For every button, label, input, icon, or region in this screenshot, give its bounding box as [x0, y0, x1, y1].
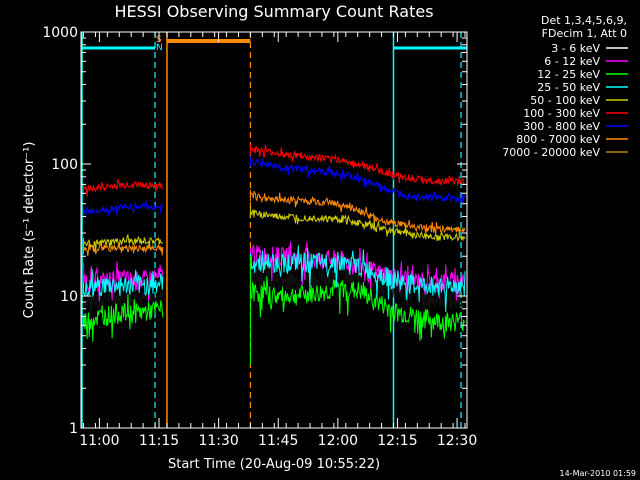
x-tick-label: 11:15: [139, 433, 179, 449]
y-tick-label: 100: [51, 157, 78, 173]
series-line-6-1: [249, 158, 466, 205]
series-layer: [83, 143, 466, 366]
x-tick-label: 11:30: [198, 433, 238, 449]
y-tick-label: 10: [60, 289, 78, 305]
x-tick-label: 12:30: [437, 433, 477, 449]
series-line-2-1: [249, 276, 466, 341]
legend-label: 7000 - 20000 keV: [502, 146, 600, 159]
footer-date: 14-Mar-2010 01:59: [560, 469, 637, 478]
axis-layer: 1 10 100 1000 11:00 11:15 11:30 11:45 12:00 12:15…: [42, 25, 477, 449]
x-tick-label: 11:00: [79, 433, 119, 449]
x-tick-label: 12:00: [318, 433, 358, 449]
legend-label: 25 - 50 keV: [537, 81, 600, 94]
legend-label: 6 - 12 keV: [544, 55, 600, 68]
series-line-4-0: [83, 233, 164, 252]
legend-header-line: Det 1,3,4,5,6,9,: [541, 14, 627, 27]
x-axis-label: Start Time (20-Aug-09 10:55:22): [168, 457, 380, 472]
legend-label: 800 - 7000 keV: [516, 133, 600, 146]
flag-label-n: N: [156, 43, 163, 53]
y-tick-label: 1000: [42, 25, 78, 41]
y-axis-label: Count Rate (s⁻¹ detector⁻¹): [22, 142, 37, 319]
legend-label: 100 - 300 keV: [523, 107, 600, 120]
series-line-1-0: [83, 261, 164, 302]
legend: Det 1,3,4,5,6,9,FDecim 1, Att 0 3 - 6 keV…: [502, 14, 628, 159]
series-line-5-0: [83, 178, 164, 197]
legend-label: 50 - 100 keV: [530, 94, 600, 107]
x-tick-label: 11:45: [258, 433, 298, 449]
legend-label: 300 - 800 keV: [523, 120, 600, 133]
series-line-7-0: [83, 242, 164, 256]
series-line-3-0: [83, 268, 164, 298]
series-line-1-1: [249, 241, 466, 301]
series-line-5-1: [249, 144, 465, 186]
series-line-4-1: [249, 209, 466, 242]
series-line-3-1: [249, 245, 466, 313]
chart-title: HESSI Observing Summary Count Rates: [114, 2, 433, 21]
x-tick-label: 12:15: [377, 433, 417, 449]
series-line-2-0: [83, 294, 164, 342]
legend-label: 12 - 25 keV: [537, 68, 600, 81]
legend-header-line: FDecim 1, Att 0: [542, 27, 627, 40]
series-line-6-0: [83, 200, 164, 216]
legend-label: 3 - 6 keV: [551, 42, 600, 55]
y-tick-label: 1: [69, 421, 78, 437]
series-line-7-1: [249, 190, 466, 236]
